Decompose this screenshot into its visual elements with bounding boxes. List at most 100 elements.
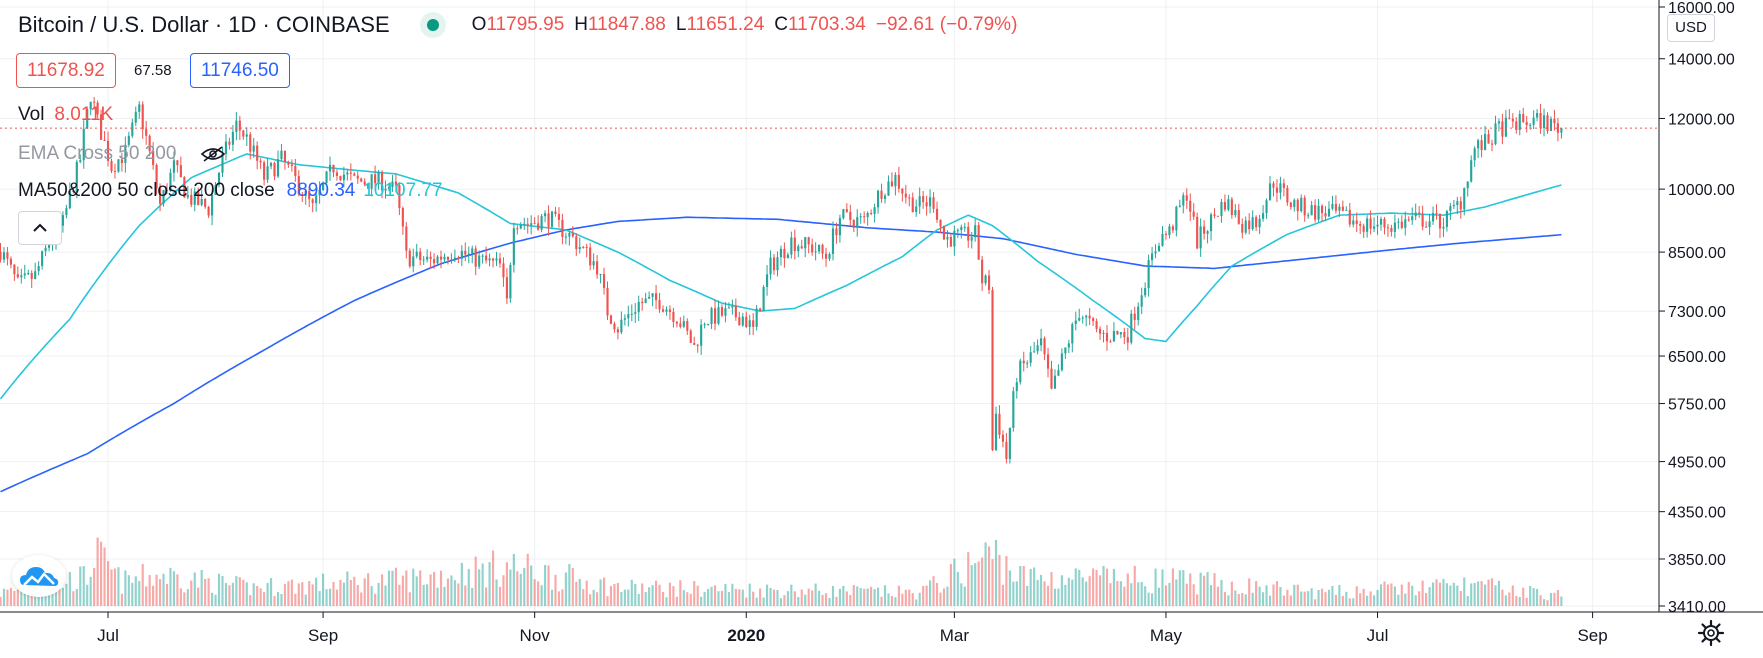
candle[interactable] [433, 253, 436, 269]
candle[interactable] [960, 224, 963, 239]
candle[interactable] [1307, 212, 1310, 219]
candle[interactable] [1248, 213, 1251, 235]
candle[interactable] [991, 286, 994, 452]
candle[interactable] [211, 190, 214, 226]
candle[interactable] [131, 118, 134, 139]
candle[interactable] [481, 253, 484, 264]
candle[interactable] [1355, 212, 1358, 232]
candle[interactable] [866, 211, 869, 226]
candle[interactable] [1029, 346, 1032, 367]
candle[interactable] [273, 161, 276, 181]
candle[interactable] [523, 217, 526, 230]
candle[interactable] [1074, 311, 1077, 331]
candle[interactable] [550, 210, 554, 229]
candle[interactable] [1379, 216, 1383, 231]
candle[interactable] [1546, 112, 1549, 134]
candle[interactable] [1262, 205, 1265, 222]
candle[interactable] [235, 112, 238, 141]
candle[interactable] [901, 188, 904, 202]
candle[interactable] [929, 189, 932, 214]
candle[interactable] [1251, 210, 1254, 231]
candle[interactable] [727, 302, 730, 309]
buy-price-button[interactable]: 11746.50 [190, 53, 290, 88]
candle[interactable] [1206, 230, 1209, 244]
candle[interactable] [922, 190, 925, 209]
candle[interactable] [1334, 195, 1337, 214]
candle[interactable] [672, 307, 675, 328]
candle[interactable] [1442, 217, 1445, 238]
candle[interactable] [582, 245, 585, 249]
candle[interactable] [648, 291, 651, 299]
candle[interactable] [1404, 211, 1407, 236]
candle[interactable] [1182, 192, 1185, 214]
candle[interactable] [1480, 135, 1483, 158]
candle[interactable] [609, 314, 613, 325]
candle[interactable] [1515, 117, 1518, 134]
candle[interactable] [786, 252, 789, 259]
candle[interactable] [953, 225, 956, 256]
candle[interactable] [86, 106, 89, 129]
candle[interactable] [863, 211, 866, 224]
candle[interactable] [516, 225, 519, 235]
candle[interactable] [890, 172, 894, 188]
candle[interactable] [190, 188, 193, 208]
candle[interactable] [134, 106, 137, 127]
candle[interactable] [748, 314, 751, 335]
candle[interactable] [1123, 327, 1126, 345]
candle[interactable] [1067, 339, 1070, 354]
candle[interactable] [1220, 198, 1223, 223]
currency-button[interactable]: USD [1667, 14, 1715, 42]
candle[interactable] [353, 172, 356, 177]
candle[interactable] [1230, 196, 1233, 219]
candle[interactable] [297, 170, 300, 197]
candle[interactable] [1407, 216, 1410, 222]
candle[interactable] [880, 183, 883, 203]
candle[interactable] [1466, 181, 1469, 197]
candles[interactable] [0, 97, 1563, 464]
candle[interactable] [1050, 360, 1053, 390]
candle[interactable] [1154, 244, 1157, 259]
candle[interactable] [1539, 103, 1542, 134]
candle[interactable] [1147, 254, 1150, 297]
candle[interactable] [1144, 282, 1147, 298]
candle[interactable] [401, 206, 404, 235]
candle[interactable] [720, 304, 724, 318]
candle[interactable] [967, 221, 970, 248]
candle[interactable] [1532, 110, 1535, 130]
candle[interactable] [100, 109, 103, 140]
candle[interactable] [436, 255, 439, 266]
candle[interactable] [318, 181, 321, 204]
candle[interactable] [1071, 322, 1074, 353]
candle[interactable] [204, 197, 207, 209]
candle[interactable] [530, 215, 533, 235]
candle[interactable] [2, 247, 6, 263]
candle[interactable] [1459, 196, 1462, 219]
candle[interactable] [1196, 212, 1199, 250]
candle[interactable] [1203, 220, 1206, 240]
candle[interactable] [1428, 213, 1431, 236]
candle[interactable] [682, 315, 685, 329]
candle[interactable] [1456, 196, 1459, 215]
candle[interactable] [155, 163, 158, 195]
candle[interactable] [1102, 330, 1105, 343]
candle[interactable] [644, 292, 647, 304]
candle[interactable] [505, 268, 508, 305]
candle[interactable] [668, 305, 672, 320]
candle[interactable] [408, 248, 411, 269]
candle[interactable] [283, 150, 287, 170]
gear-icon[interactable] [1696, 618, 1726, 648]
candle[interactable] [485, 246, 488, 264]
candle[interactable] [818, 244, 821, 255]
candle[interactable] [1400, 215, 1403, 230]
candle[interactable] [1324, 206, 1327, 222]
candle[interactable] [616, 326, 619, 340]
candle[interactable] [547, 205, 550, 236]
candle[interactable] [6, 247, 9, 266]
candle[interactable] [790, 231, 793, 259]
collapse-legend-button[interactable] [18, 211, 62, 245]
candle[interactable] [651, 293, 654, 307]
candle[interactable] [1046, 347, 1050, 378]
candle[interactable] [30, 270, 33, 289]
candle[interactable] [1348, 202, 1351, 228]
candle[interactable] [797, 244, 800, 258]
